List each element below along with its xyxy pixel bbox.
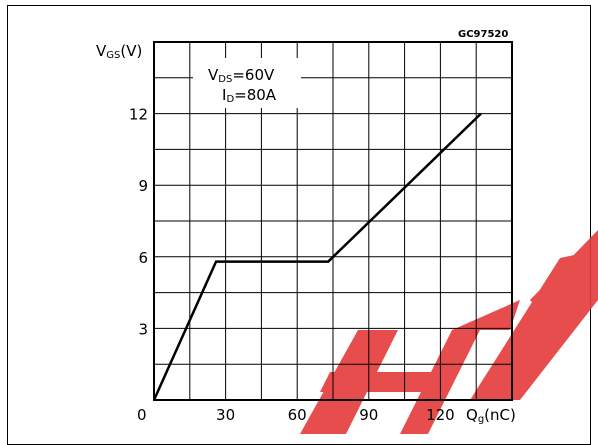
annotation-vds: VDS=60V (208, 66, 275, 85)
series-group (152, 112, 482, 401)
gate-charge-chart: VDS=60V ID=80A GC97520 VGS(V) Qg(nC) 0 3… (96, 29, 598, 434)
x-axis-label: Qg(nC) (466, 406, 516, 425)
x-tick-label: 90 (359, 406, 378, 424)
y-tick-label: 3 (138, 320, 148, 338)
grid-lines (154, 42, 512, 400)
annotation-box (193, 58, 301, 108)
y-tick-label: 12 (129, 106, 148, 124)
y-tick-label: 6 (138, 249, 148, 267)
annotation-id: ID=80A (222, 86, 277, 105)
watermark (300, 230, 598, 434)
series-line (152, 112, 482, 401)
tick-labels: 30 60 90 120 3 6 9 12 (129, 106, 455, 424)
x-tick-label: 120 (426, 406, 455, 424)
x-tick-label: 60 (288, 406, 307, 424)
x-tick-label: 30 (216, 406, 235, 424)
plot-border (153, 41, 513, 401)
y-tick-label: 9 (138, 177, 148, 195)
y-axis-label: VGS(V) (96, 42, 142, 61)
figure-code: GC97520 (458, 29, 508, 40)
origin-label: 0 (137, 406, 147, 424)
